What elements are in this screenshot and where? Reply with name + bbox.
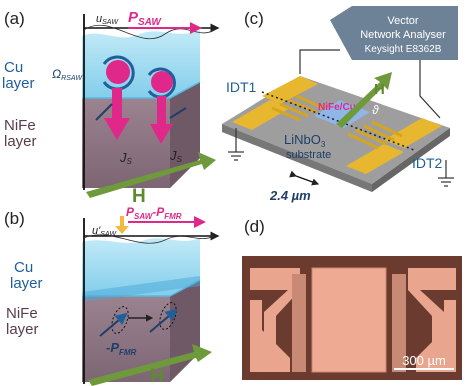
idt1-pad-bottom (232, 100, 290, 130)
micrograph-pad-left-top (250, 268, 300, 344)
substrate-label-line2: substrate (286, 149, 331, 161)
h-label-a: H (132, 186, 146, 207)
nife-label-b-line2: layer (6, 321, 39, 338)
micrograph-pad-right-bottom (416, 300, 456, 372)
vna-line3: Keysight E8362B (365, 44, 442, 55)
nife-layer-side (170, 82, 200, 188)
js-arrow-shaft-right (157, 96, 166, 124)
panel-b: (b) u'SAW PSAW-PFMR Cu layer NiFe layer … (4, 205, 220, 386)
spin-rotation-circle-left (106, 60, 130, 84)
js-left-label: JS (119, 150, 133, 166)
p-fmr-label: -PFMR (106, 340, 137, 357)
h-label-b: H (150, 366, 164, 386)
u-saw-label: uSAW (96, 13, 119, 26)
substrate-label-line1: LiNbO3 (284, 132, 326, 149)
idt2-pad-top (384, 118, 442, 148)
cu-nife-interface (82, 81, 201, 99)
cable-left (299, 49, 340, 74)
idt2-label: IDT2 (412, 155, 443, 171)
p-saw-minus-fmr-label: PSAW-PFMR (126, 205, 182, 221)
p-saw-label: PSAW (128, 9, 162, 28)
h-field-arrow-a (86, 152, 216, 198)
idt1-label: IDT1 (226, 79, 257, 95)
substrate-edge-side (372, 128, 450, 192)
substrate-edge-front (222, 124, 372, 192)
ground-symbol-right (438, 160, 454, 187)
dimension-arrow (289, 170, 320, 186)
nife-label-line1: NiFe (4, 117, 36, 134)
vna-box (330, 6, 458, 60)
h-field-arrow-c (336, 72, 392, 128)
panel-b-label: (b) (4, 209, 25, 228)
js-right-label: JS (169, 148, 183, 164)
spin-rotation-circle-right (151, 71, 173, 93)
cu-layer-block (82, 30, 200, 98)
cu-label-line1: Cu (4, 59, 23, 76)
cu-label-b-line1: Cu (14, 259, 33, 276)
micrograph-idt-right (392, 274, 406, 372)
panel-c: (c) Vector Network Analyser Keysight E83… (222, 6, 458, 203)
panel-c-label: (c) (244, 9, 264, 28)
vna-line1: Vector (387, 15, 419, 27)
dimension-label: 2.4 µm (269, 188, 311, 203)
theta-label: ϑ (372, 103, 379, 117)
nife-cu-label: NiFe/Cu (318, 102, 356, 113)
js-arrow-shaft-left (112, 88, 122, 118)
cable-right (419, 60, 441, 119)
panel-a-label: (a) (4, 9, 25, 28)
cu-label-line2: layer (2, 75, 35, 92)
micrograph-film (311, 267, 387, 373)
interface-glow-b (82, 276, 200, 302)
panel-d-label: (d) (244, 217, 265, 236)
cu-label-b-line2: layer (10, 275, 43, 292)
saw-wave-b (83, 234, 215, 244)
idt1-pad-top (262, 76, 318, 104)
micrograph-pad-left-bottom (250, 300, 290, 372)
magnetization-arrow-left (99, 312, 128, 337)
idt1-fingers (271, 94, 325, 122)
js-arrow-head-right (150, 124, 173, 144)
nife-label-line2: layer (4, 133, 37, 150)
h-field-arrow-b (88, 344, 212, 386)
js-arrow-head-left (104, 118, 130, 140)
micrograph-idt-left (292, 274, 306, 372)
nife-label-b-line1: NiFe (6, 305, 38, 322)
h-label-c: H (374, 81, 385, 98)
ground-symbol-left (228, 128, 244, 161)
power-drop-arrow (115, 216, 129, 234)
panel-d: (d) 300 µm (242, 217, 462, 380)
spin-arrow-left (95, 103, 113, 121)
omega-label: ΩRSAW (52, 67, 83, 82)
idt2-fingers (347, 120, 403, 150)
rotation-arrow-right (147, 67, 176, 99)
magnetization-arrow-right (149, 308, 178, 333)
spin-arrow-right (169, 107, 187, 119)
u-saw-prime-label: u'SAW (92, 225, 117, 238)
vna-line2: Network Analyser (360, 29, 446, 41)
nife-layer-side-b (170, 280, 200, 382)
idt2-pad-bottom (346, 144, 404, 174)
panel-a: (a) uSAW PSAW Cu layer NiFe layer ΩRSAW … (2, 9, 220, 207)
saw-propagation-line (261, 91, 415, 151)
scale-bar-label: 300 µm (402, 353, 446, 368)
